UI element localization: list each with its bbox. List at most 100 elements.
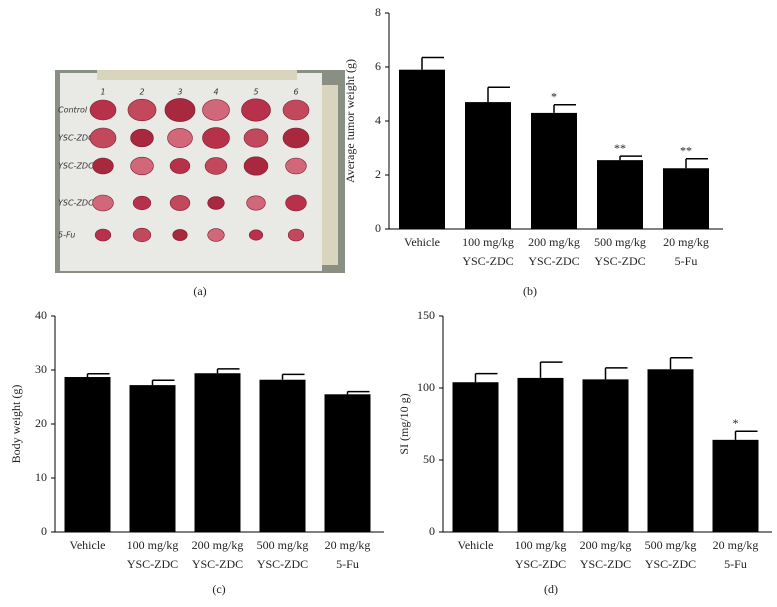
- error-bar: [734, 430, 758, 440]
- significance: **: [614, 141, 626, 155]
- error-bar: [487, 86, 510, 103]
- ruler: [322, 85, 338, 265]
- photo-column-label: 1: [100, 88, 105, 97]
- y-tick-label: 2: [375, 167, 381, 181]
- photo-row-label: Control: [58, 106, 88, 115]
- bar: [647, 369, 694, 532]
- tumor: [285, 157, 307, 175]
- tumor: [243, 156, 269, 176]
- tumor: [89, 127, 117, 149]
- bar: [531, 112, 577, 229]
- tumor: [282, 127, 310, 149]
- bar: [712, 439, 759, 532]
- tumor: [92, 157, 114, 175]
- photo-column-label: 4: [213, 88, 218, 97]
- y-tick-label: 40: [35, 308, 47, 322]
- bar: [399, 69, 445, 229]
- tumor: [94, 228, 112, 242]
- tumor: [127, 98, 157, 122]
- tumor: [243, 128, 269, 148]
- x-tick-label: Vehicle: [458, 538, 494, 552]
- photo-row-label: YSC-ZDC2: [58, 162, 99, 171]
- x-tick-label: 200 mg/kg YSC-ZDC: [528, 235, 580, 268]
- photo-row-label: YSC-ZDC1: [58, 134, 99, 143]
- tumor: [130, 156, 154, 176]
- bar: [129, 385, 176, 532]
- bar: [64, 377, 111, 532]
- y-tick-label: 30: [35, 362, 47, 376]
- photo-column-label: 5: [253, 88, 258, 97]
- tumor: [172, 229, 188, 241]
- y-axis-label: Body weight (g): [9, 385, 23, 464]
- y-tick-label: 0: [429, 524, 435, 538]
- tumor: [246, 195, 266, 211]
- error-bar: [553, 104, 576, 113]
- bar: [582, 379, 629, 532]
- y-tick-label: 50: [423, 452, 435, 466]
- x-tick-label: Vehicle: [404, 235, 440, 249]
- y-tick-label: 8: [375, 5, 381, 19]
- tumor: [207, 228, 225, 242]
- y-tick-label: 10: [35, 470, 47, 484]
- bar: [194, 373, 241, 532]
- tumor: [130, 128, 154, 148]
- y-tick-label: 0: [375, 221, 381, 235]
- error-bar: [685, 158, 708, 169]
- error-bar: [604, 367, 628, 380]
- error-bar: [346, 390, 370, 395]
- y-tick-label: 20: [35, 416, 47, 430]
- tumor: [164, 98, 196, 122]
- tumor: [92, 194, 114, 212]
- error-bar: [281, 373, 305, 380]
- photo-column-label: 2: [139, 88, 144, 97]
- bar: [465, 102, 511, 229]
- tumor: [169, 195, 191, 211]
- tumor: [241, 98, 271, 122]
- x-tick-label: 500 mg/kg YSC-ZDC: [257, 538, 309, 571]
- bar: [452, 382, 499, 532]
- error-bar: [151, 379, 175, 386]
- bar: [663, 168, 709, 229]
- tumor: [282, 99, 310, 121]
- significance: **: [680, 144, 692, 158]
- x-tick-label: 100 mg/kg YSC-ZDC: [127, 538, 179, 571]
- caption: (b): [523, 284, 537, 298]
- significance: *: [551, 90, 557, 104]
- tumor: [132, 195, 152, 211]
- error-bar: [421, 56, 444, 70]
- tumor: [132, 227, 152, 243]
- y-axis-label: SI (mg/10 g): [397, 393, 411, 454]
- y-axis-label: Average tumor weight (g): [343, 59, 357, 183]
- bar: [597, 160, 643, 229]
- photo-row-label: 5-Fu: [58, 231, 75, 240]
- tumor: [167, 128, 193, 148]
- tumor: [89, 99, 117, 121]
- x-tick-label: 500 mg/kg YSC-ZDC: [645, 538, 697, 571]
- error-bar: [86, 373, 110, 378]
- error-bar: [216, 368, 240, 374]
- tumor: [285, 194, 307, 212]
- significance: *: [733, 416, 739, 430]
- tumor: [248, 229, 264, 241]
- tumor: [202, 127, 230, 149]
- x-tick-label: 20 mg/kg 5-Fu: [713, 538, 759, 571]
- x-tick-label: Vehicle: [70, 538, 106, 552]
- x-tick-label: 100 mg/kg YSC-ZDC: [462, 235, 514, 268]
- y-tick-label: 4: [375, 113, 381, 127]
- tumor: [202, 99, 230, 121]
- bar: [259, 379, 306, 532]
- y-tick-label: 0: [41, 524, 47, 538]
- y-tick-label: 100: [417, 380, 435, 394]
- photo-column-label: 3: [177, 88, 182, 97]
- error-bar: [474, 372, 498, 383]
- y-tick-label: 6: [375, 59, 381, 73]
- x-tick-label: 200 mg/kg YSC-ZDC: [192, 538, 244, 571]
- tumor: [287, 228, 305, 242]
- caption: (c): [212, 582, 225, 596]
- bar: [324, 394, 371, 532]
- ruler: [97, 70, 297, 80]
- error-bar: [619, 155, 642, 161]
- bar: [517, 377, 564, 532]
- tumor: [207, 196, 225, 210]
